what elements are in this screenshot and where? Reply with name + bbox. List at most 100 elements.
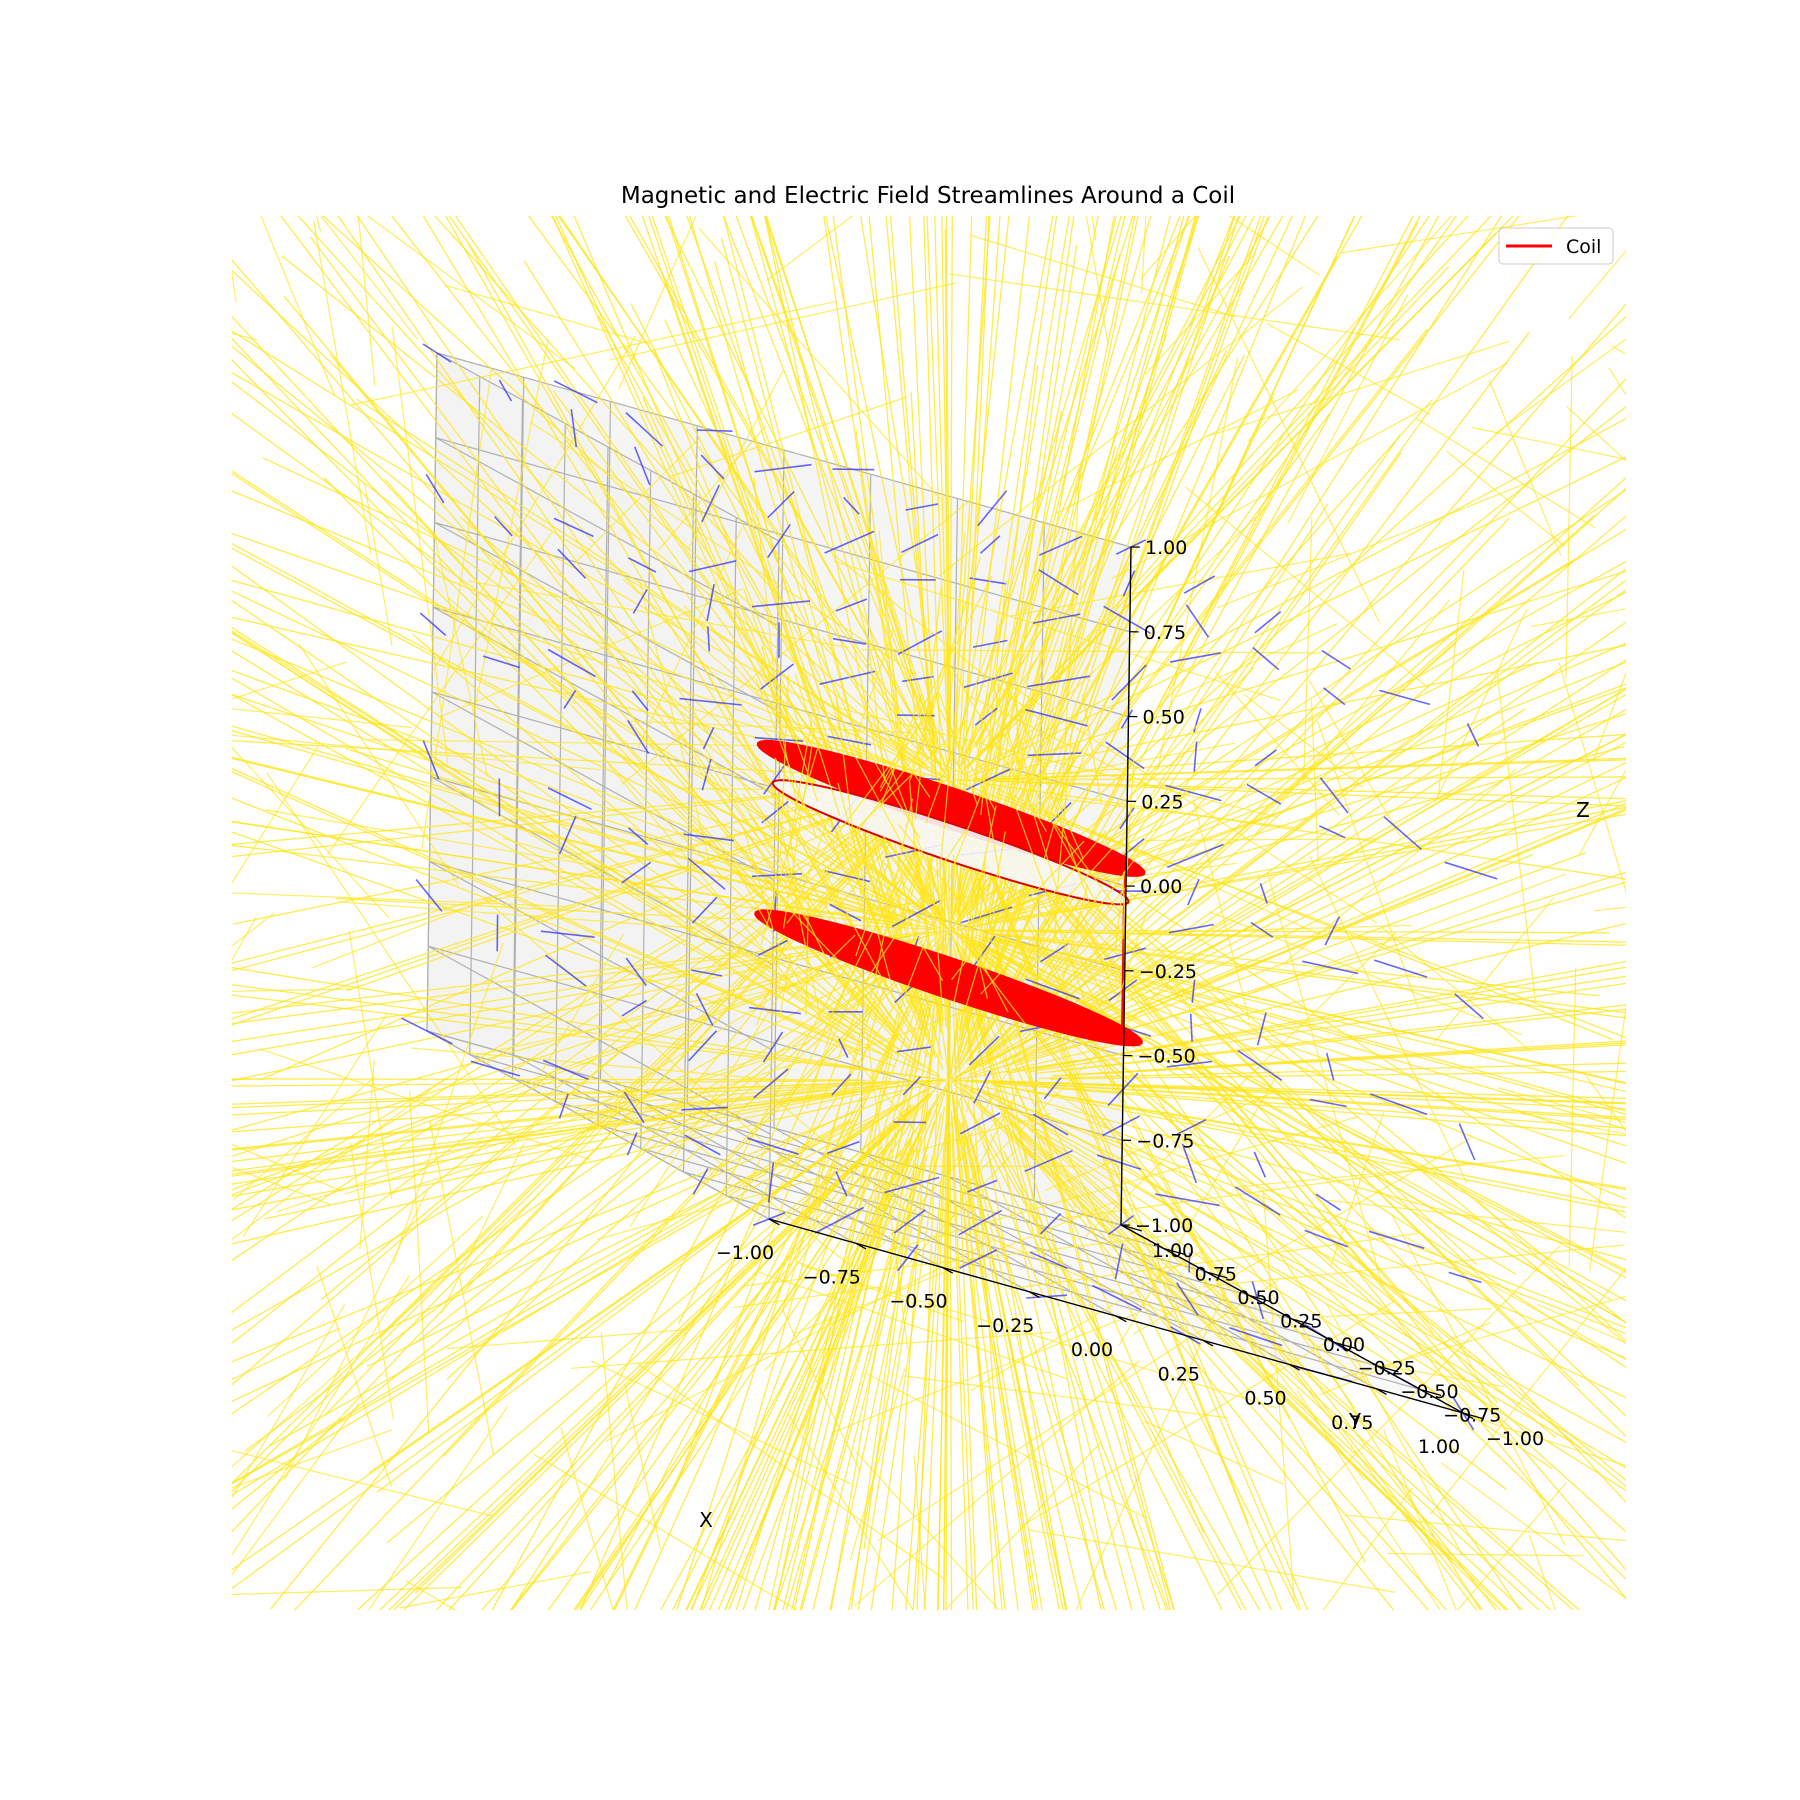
magnetic-field-line (1262, 1189, 1295, 1603)
magnetic-field-line (937, 705, 996, 811)
magnetic-field-line (232, 740, 891, 779)
magnetic-field-line (1568, 249, 1626, 320)
magnetic-field-line (976, 1127, 1168, 1610)
magnetic-field-line (1016, 727, 1032, 792)
y-tick-label: 0.50 (1237, 1287, 1279, 1309)
x-tick-label: 0.50 (1244, 1388, 1286, 1410)
electric-field-arrow (422, 740, 440, 780)
magnetic-field-line (1137, 667, 1255, 786)
magnetic-field-line (1497, 1087, 1626, 1124)
magnetic-field-line (1044, 775, 1091, 906)
magnetic-field-line (262, 457, 950, 781)
gridline (426, 1030, 1122, 1226)
electric-field-arrow (1027, 675, 1090, 688)
magnetic-field-line (232, 912, 275, 947)
magnetic-field-line (976, 216, 1469, 760)
magnetic-field-line (829, 880, 899, 1018)
magnetic-field-line (950, 216, 1031, 925)
magnetic-field-line (722, 216, 932, 747)
magnetic-field-line (277, 1091, 635, 1213)
magnetic-field-line (988, 831, 1006, 922)
magnetic-field-line (1060, 884, 1089, 990)
magnetic-field-line (962, 216, 1492, 771)
electric-field-arrow (1043, 1077, 1062, 1100)
magnetic-field-line (1322, 1487, 1413, 1610)
magnetic-field-line (359, 1059, 375, 1249)
magnetic-field-line (596, 1113, 1051, 1240)
magnetic-field-line (572, 436, 701, 566)
magnetic-field-line (940, 1089, 1019, 1239)
magnetic-field-line (795, 1261, 964, 1323)
magnetic-field-line (941, 216, 951, 765)
magnetic-field-line (232, 786, 936, 1262)
magnetic-field-line (965, 417, 1626, 775)
magnetic-field-line (965, 477, 1626, 1071)
magnetic-field-line (792, 705, 936, 893)
magnetic-field-line (852, 725, 921, 839)
legend-coil-label: Coil (1566, 236, 1601, 258)
electric-field-arrow (819, 670, 876, 685)
magnetic-field-line (961, 1087, 1507, 1610)
magnetic-field-line (954, 1090, 1118, 1610)
magnetic-field-line (1611, 345, 1626, 355)
magnetic-field-line (1528, 1534, 1556, 1610)
magnetic-field-line (971, 234, 1235, 318)
magnetic-field-line (1111, 362, 1508, 580)
magnetic-field-line (1176, 623, 1338, 698)
magnetic-field-line (818, 720, 968, 866)
electric-field-arrow (753, 1068, 789, 1099)
magnetic-field-line (1043, 687, 1626, 1041)
magnetic-field-line (764, 216, 937, 892)
magnetic-field-line (1383, 1429, 1457, 1610)
magnetic-field-line (978, 693, 1626, 1069)
magnetic-field-line (671, 1149, 902, 1610)
magnetic-field-line (765, 216, 939, 754)
x-tick (1289, 1363, 1301, 1371)
magnetic-field-line (232, 1119, 855, 1496)
magnetic-field-line (1014, 871, 1626, 1067)
electric-field-arrow (1025, 978, 1080, 1000)
x-tick-label: −0.50 (889, 1291, 947, 1313)
magnetic-field-line (961, 934, 1626, 1368)
magnetic-field-line (232, 821, 936, 930)
magnetic-field-line (750, 216, 936, 751)
magnetic-field-line (232, 935, 911, 1082)
magnetic-field-line (754, 1081, 913, 1217)
magnetic-field-line (608, 764, 919, 1135)
magnetic-field-line (724, 1087, 946, 1610)
magnetic-field-line (979, 851, 987, 922)
magnetic-field-line (949, 1132, 953, 1610)
magnetic-field-line (939, 776, 950, 866)
magnetic-field-line (491, 784, 947, 1610)
coil-band (754, 739, 1146, 1047)
magnetic-field-line (1000, 673, 1084, 858)
magnetic-field-line (698, 227, 942, 500)
magnetic-field-line (582, 1057, 770, 1120)
magnetic-field-line (950, 216, 1117, 928)
magnetic-field-line (980, 405, 1626, 914)
magnetic-field-line (805, 893, 810, 1016)
magnetic-field-line (320, 216, 418, 340)
magnetic-field-line (433, 531, 489, 777)
electric-field-arrow (1319, 777, 1349, 814)
magnetic-field-line (232, 547, 931, 924)
magnetic-field-line (232, 330, 950, 781)
magnetic-field-line (784, 874, 834, 973)
magnetic-field-line (1319, 1322, 1491, 1396)
electric-field-arrow (1185, 604, 1210, 638)
magnetic-field-line (1303, 516, 1313, 784)
magnetic-field-line (951, 1097, 1003, 1610)
magnetic-field-line (232, 1429, 392, 1489)
magnetic-field-line (1056, 727, 1073, 893)
magnetic-field-line (1488, 379, 1562, 556)
magnetic-field-line (1316, 719, 1420, 1010)
magnetic-field-line (232, 412, 937, 924)
electric-field-arrow (1040, 942, 1070, 963)
electric-field-arrow (893, 1121, 927, 1124)
electric-field-arrow (1254, 749, 1277, 767)
y-tick (1163, 1247, 1185, 1255)
magnetic-field-line (957, 781, 1626, 1039)
legend: Coil (1498, 227, 1614, 265)
magnetic-field-line (787, 934, 856, 1002)
magnetic-field-line (833, 706, 1277, 818)
